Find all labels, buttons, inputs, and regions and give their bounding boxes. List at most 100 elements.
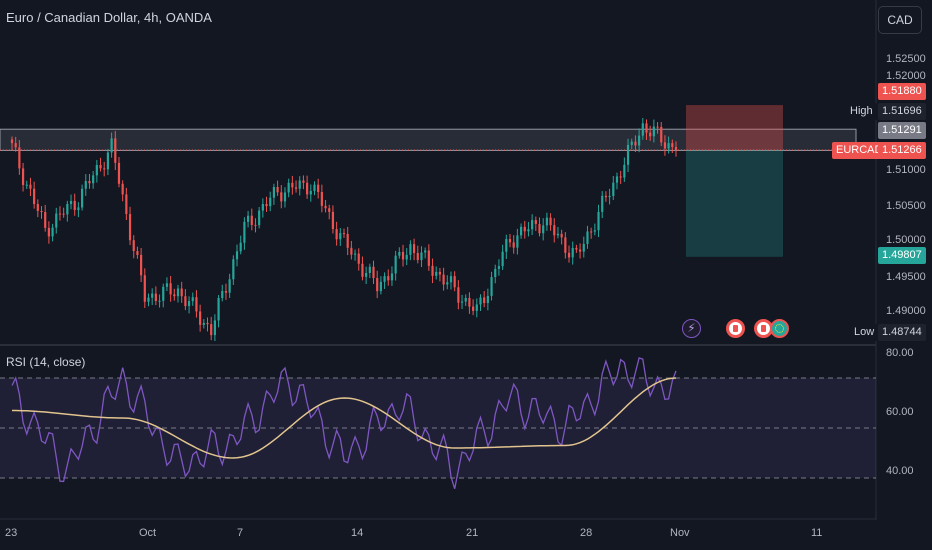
candle-body xyxy=(412,244,416,253)
candle-body xyxy=(556,233,560,236)
candle-body xyxy=(106,152,110,170)
candle-body xyxy=(265,204,268,207)
candle-body xyxy=(313,184,316,191)
candle-body xyxy=(346,233,349,248)
candle-body xyxy=(80,188,84,208)
candle-body xyxy=(641,123,644,136)
candle-body xyxy=(590,231,593,233)
candle-body xyxy=(254,224,257,226)
candle-body xyxy=(125,194,128,215)
candle-body xyxy=(184,296,187,307)
candle-body xyxy=(560,233,563,238)
candle-body xyxy=(88,180,91,184)
candle-body xyxy=(191,297,194,302)
last-price-tag: 1.51266 xyxy=(878,142,926,159)
candle-body xyxy=(663,142,667,149)
candle-body xyxy=(195,297,198,312)
candle-body xyxy=(438,271,442,275)
candle-body xyxy=(180,288,183,297)
eu-flag-icon[interactable] xyxy=(770,319,789,338)
candle-body xyxy=(328,208,331,212)
candle-body xyxy=(224,291,228,293)
candle-body xyxy=(339,233,342,240)
candle-body xyxy=(545,217,548,226)
candle-body xyxy=(542,225,545,234)
candle-body xyxy=(73,200,76,211)
symbol-title: Euro / Canadian Dollar, 4h, OANDA xyxy=(6,10,212,25)
candle-body xyxy=(390,273,394,281)
candle-body xyxy=(232,259,235,280)
rsi-line xyxy=(11,357,677,489)
candle-body xyxy=(431,265,434,276)
candle-body xyxy=(638,135,641,146)
candle-body xyxy=(571,247,574,258)
candle-body xyxy=(18,147,21,169)
candle-body xyxy=(66,204,69,215)
candle-body xyxy=(342,233,346,235)
candle-body xyxy=(442,274,445,285)
candle-body xyxy=(494,268,497,278)
take-profit-zone xyxy=(686,150,783,257)
candle-body xyxy=(47,227,50,237)
candle-body xyxy=(446,282,449,285)
candle-body xyxy=(176,288,180,297)
candle-body xyxy=(656,126,659,128)
candle-body xyxy=(376,278,379,292)
candle-body xyxy=(36,203,39,211)
candle-body xyxy=(519,226,523,236)
lightning-icon[interactable]: ⚡︎ xyxy=(682,319,701,338)
candle-body xyxy=(593,230,596,232)
canada-flag-icon[interactable] xyxy=(726,319,745,338)
candle-body xyxy=(199,311,202,325)
candle-body xyxy=(10,139,14,144)
candle-body xyxy=(132,240,135,252)
candle-body xyxy=(302,180,305,183)
candle-body xyxy=(40,210,43,213)
symbol-tag: EURCAD xyxy=(832,142,887,159)
high-price-tag: 1.51696 xyxy=(878,103,926,120)
candle-body xyxy=(121,183,124,195)
candle-body xyxy=(33,188,36,204)
candle-body xyxy=(372,266,375,279)
price-tick: 1.50500 xyxy=(886,200,926,212)
candle-body xyxy=(449,276,453,283)
candle-body xyxy=(92,175,95,184)
candle-body xyxy=(486,295,489,304)
candle-body xyxy=(154,293,157,302)
candle-body xyxy=(394,255,397,274)
candle-body xyxy=(306,182,309,195)
high-label: High xyxy=(846,103,877,120)
candle-body xyxy=(84,180,87,189)
candle-body xyxy=(287,182,290,193)
time-tick: 23 xyxy=(5,527,18,539)
candle-body xyxy=(383,276,386,282)
candle-body xyxy=(320,191,323,206)
candle-body xyxy=(69,200,73,205)
candle-body xyxy=(597,211,600,231)
candle-body xyxy=(645,123,648,133)
candle-body xyxy=(674,147,678,150)
rsi-ma-line xyxy=(12,377,677,459)
candle-body xyxy=(623,164,626,178)
candle-body xyxy=(140,254,143,276)
candle-body xyxy=(564,237,567,253)
candle-body xyxy=(213,320,216,336)
candle-body xyxy=(387,276,390,281)
candle-body xyxy=(608,195,611,198)
candle-body xyxy=(210,324,213,336)
candle-body xyxy=(173,294,176,297)
candle-body xyxy=(58,213,62,215)
candle-body xyxy=(361,263,364,277)
candle-body xyxy=(420,252,423,261)
candle-body xyxy=(324,205,327,209)
candle-body xyxy=(671,143,674,148)
candle-body xyxy=(283,192,287,202)
candle-body xyxy=(239,242,242,252)
candle-body xyxy=(472,306,475,311)
candle-body xyxy=(250,215,253,225)
currency-button[interactable]: CAD xyxy=(878,6,922,34)
candle-body xyxy=(269,197,272,207)
candle-body xyxy=(416,252,419,261)
